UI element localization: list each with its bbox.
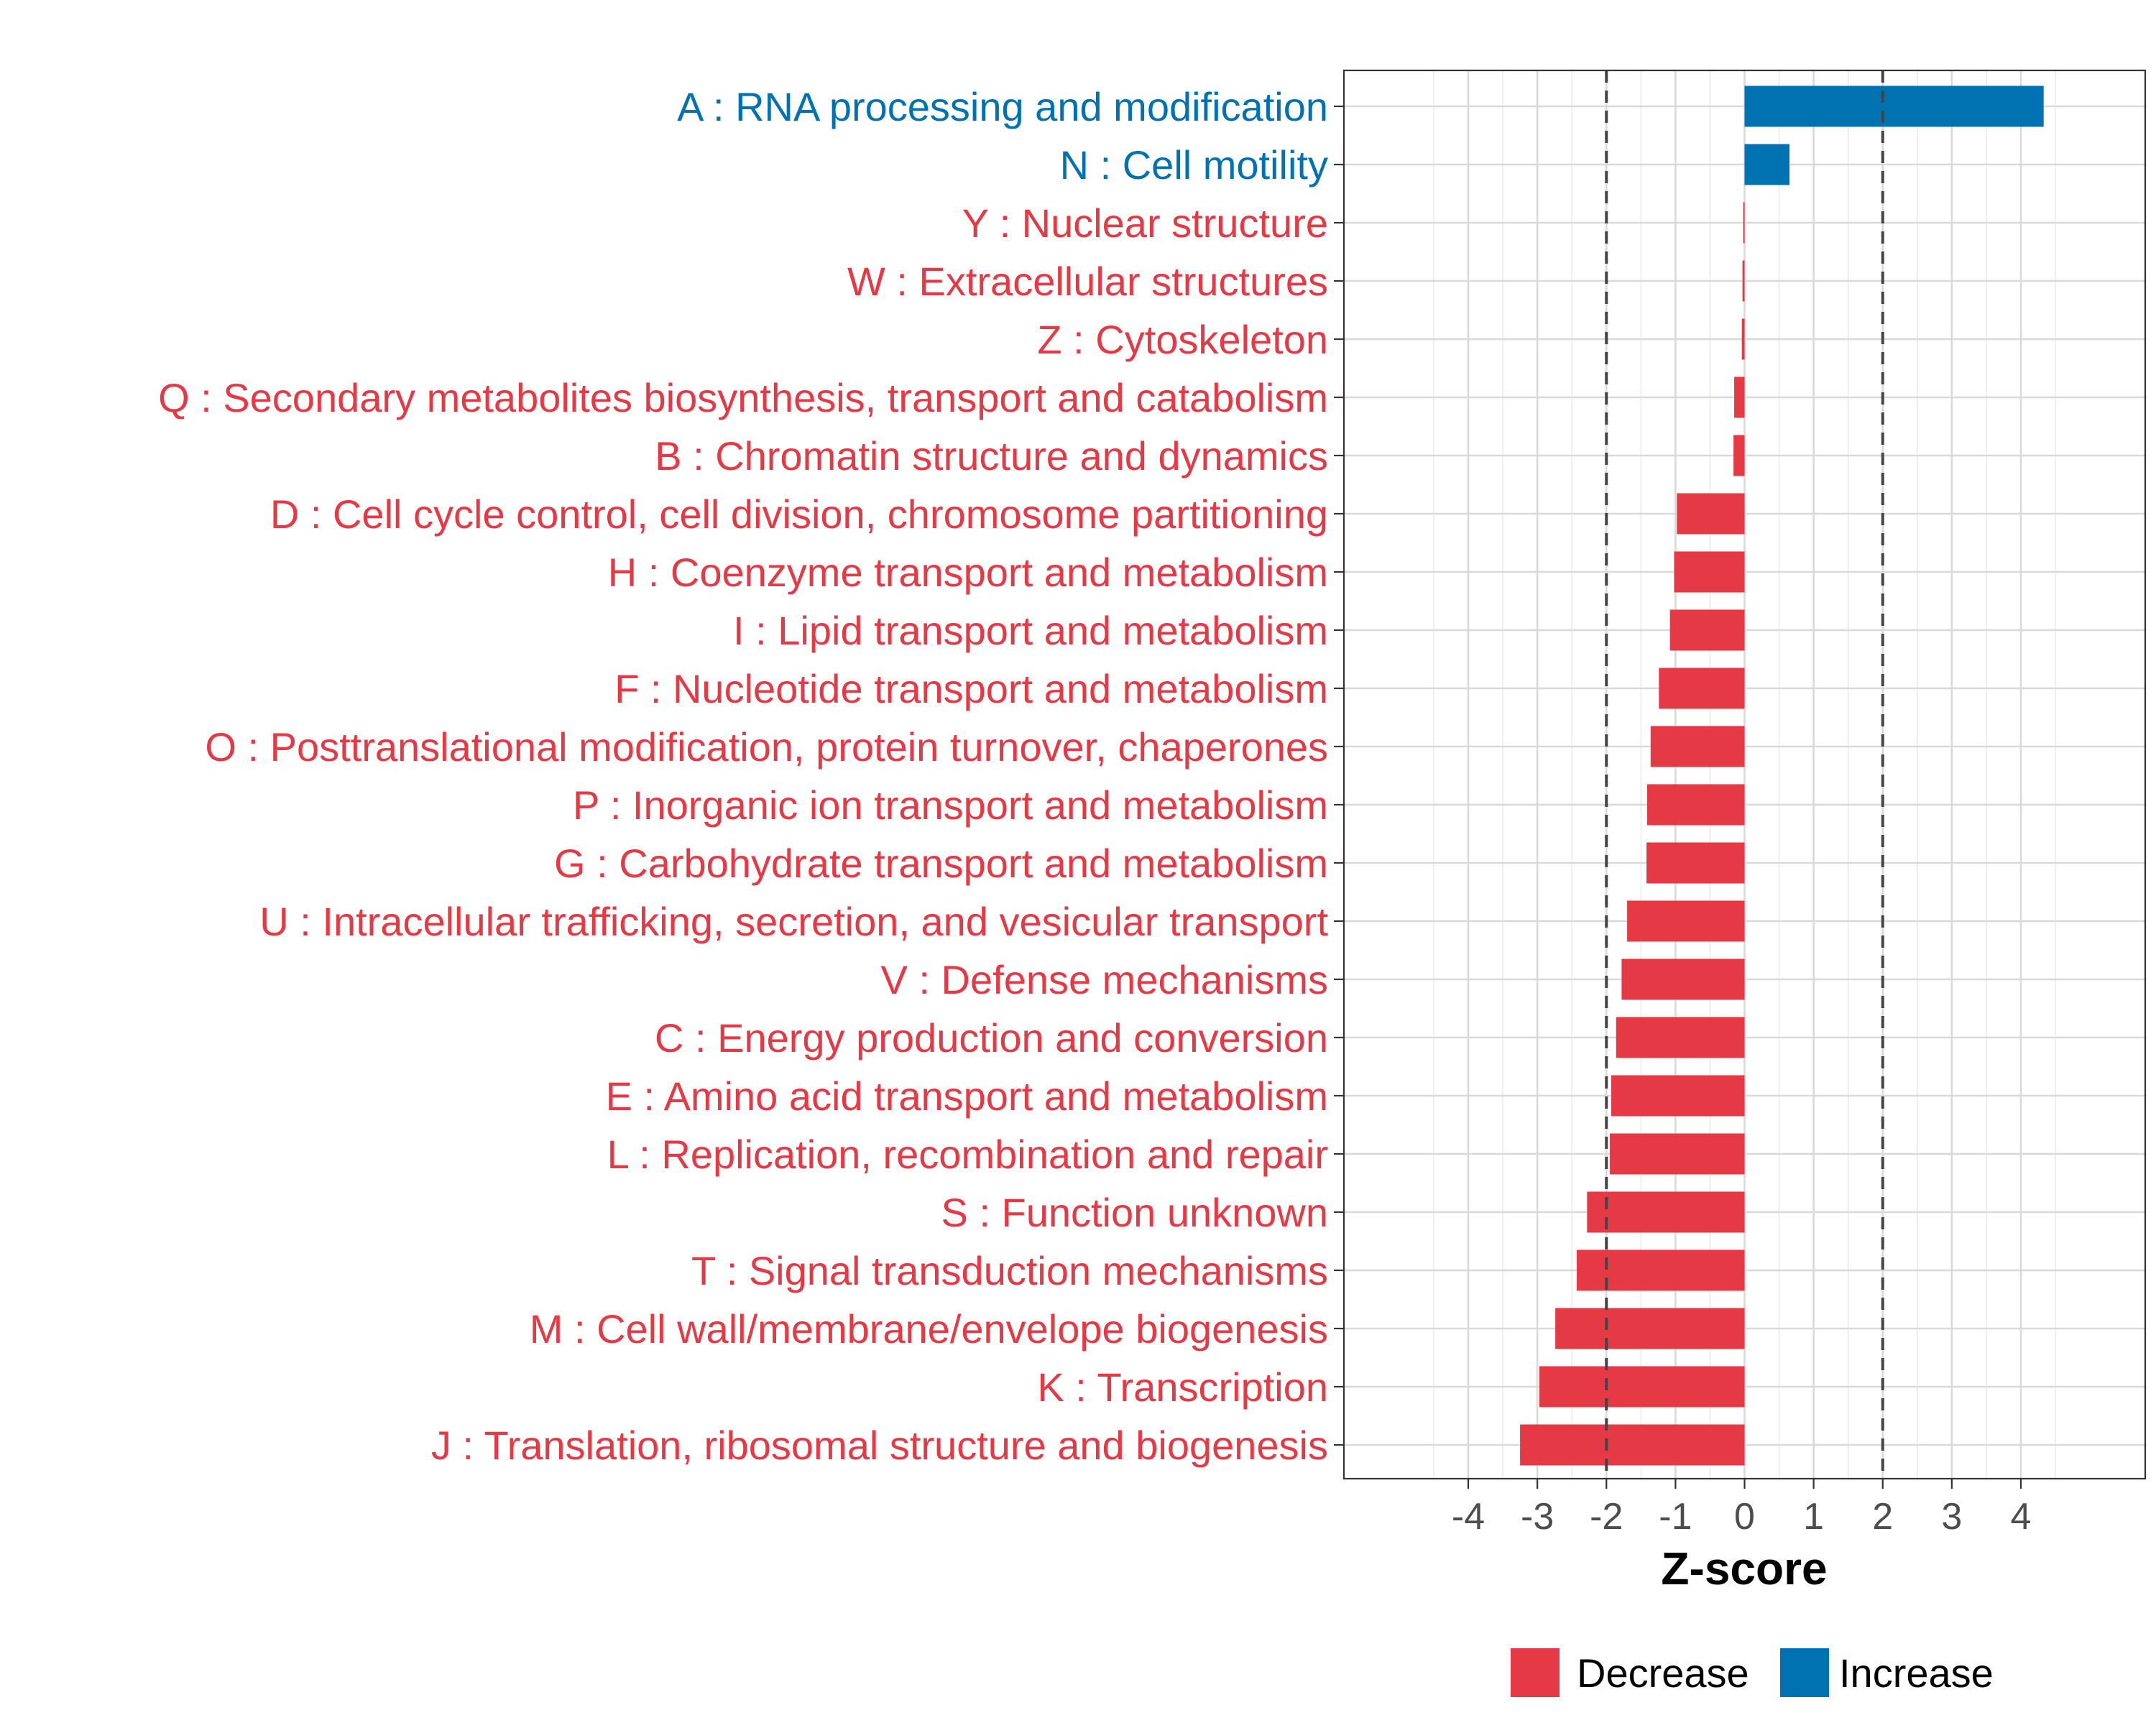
- x-axis-title: Z-score: [1661, 1543, 1827, 1594]
- bar-u: [1627, 900, 1745, 942]
- y-tick-label: F : Nucleotide transport and metabolism: [614, 666, 1328, 711]
- bar-k: [1539, 1366, 1745, 1408]
- y-tick-label: Y : Nuclear structure: [962, 200, 1328, 246]
- bar-h: [1674, 551, 1745, 593]
- x-tick-label: 0: [1734, 1496, 1755, 1538]
- bar-l: [1610, 1133, 1745, 1175]
- x-tick-label: 4: [2011, 1496, 2032, 1538]
- y-tick-label: K : Transcription: [1037, 1364, 1328, 1410]
- legend-swatch-decrease: [1511, 1648, 1560, 1697]
- y-tick-label: J : Translation, ribosomal structure and…: [431, 1423, 1328, 1468]
- bar-i: [1669, 609, 1745, 651]
- bar-c: [1616, 1017, 1745, 1058]
- legend-label-decrease: Decrease: [1577, 1650, 1749, 1696]
- y-tick-label: Q : Secondary metabolites biosynthesis, …: [158, 375, 1328, 420]
- y-tick-label: I : Lipid transport and metabolism: [733, 608, 1328, 653]
- bar-a: [1744, 86, 2044, 127]
- x-tick-label: -4: [1452, 1496, 1485, 1538]
- y-tick-label: B : Chromatin structure and dynamics: [655, 433, 1328, 479]
- legend: Decrease Increase: [1511, 1648, 1994, 1697]
- y-tick-label: P : Inorganic ion transport and metaboli…: [573, 782, 1328, 828]
- bar-w: [1742, 260, 1745, 302]
- bar-n: [1744, 144, 1789, 185]
- y-tick-label: D : Cell cycle control, cell division, c…: [270, 491, 1328, 537]
- y-tick-label: E : Amino acid transport and metabolism: [606, 1073, 1328, 1119]
- y-tick-label: Z : Cytoskeleton: [1037, 317, 1328, 362]
- y-tick-label: L : Replication, recombination and repai…: [607, 1132, 1328, 1177]
- bar-v: [1621, 958, 1745, 1000]
- y-tick-label: W : Extracellular structures: [847, 259, 1328, 304]
- y-tick-label: M : Cell wall/membrane/envelope biogenes…: [530, 1306, 1328, 1352]
- bar-p: [1646, 784, 1745, 826]
- bar-m: [1555, 1308, 1745, 1349]
- bar-s: [1587, 1191, 1745, 1233]
- bar-d: [1677, 493, 1745, 535]
- y-tick-label: G : Carbohydrate transport and metabolis…: [554, 841, 1328, 886]
- bars: [1520, 86, 2044, 1466]
- x-tick-label: -1: [1659, 1496, 1692, 1538]
- x-tick-label: 3: [1941, 1496, 1962, 1538]
- x-tick-label: -2: [1590, 1496, 1623, 1538]
- y-tick-label: U : Intracellular trafficking, secretion…: [259, 899, 1328, 944]
- bar-j: [1520, 1424, 1745, 1466]
- legend-swatch-increase: [1780, 1648, 1829, 1697]
- legend-label-increase: Increase: [1839, 1650, 1994, 1696]
- reference-lines: [1605, 70, 1884, 1479]
- y-axis: A : RNA processing and modification N : C…: [158, 84, 1344, 1468]
- y-tick-label: A : RNA processing and modification: [677, 84, 1328, 129]
- bar-z: [1741, 318, 1745, 360]
- x-axis: -4 -3 -2 -1 0 1 2 3 4: [1452, 1479, 2032, 1538]
- bar-q: [1734, 376, 1745, 418]
- x-tick-label: 1: [1803, 1496, 1824, 1538]
- bar-y: [1743, 202, 1745, 244]
- bar-f: [1659, 667, 1745, 709]
- y-tick-label: N : Cell motility: [1060, 142, 1328, 188]
- bar-g: [1646, 842, 1745, 884]
- y-tick-label: O : Posttranslational modification, prot…: [205, 724, 1328, 770]
- bar-e: [1611, 1075, 1745, 1117]
- bar-t: [1576, 1249, 1745, 1291]
- y-tick-label: V : Defense mechanisms: [881, 957, 1328, 1002]
- y-tick-label: T : Signal transduction mechanisms: [691, 1248, 1328, 1293]
- y-tick-label: S : Function unknown: [941, 1190, 1328, 1235]
- bar-o: [1650, 726, 1745, 767]
- bar-b: [1733, 435, 1745, 476]
- x-tick-label: -3: [1521, 1496, 1554, 1538]
- y-tick-label: H : Coenzyme transport and metabolism: [608, 550, 1328, 595]
- y-tick-label: C : Energy production and conversion: [655, 1015, 1328, 1061]
- x-tick-label: 2: [1872, 1496, 1893, 1538]
